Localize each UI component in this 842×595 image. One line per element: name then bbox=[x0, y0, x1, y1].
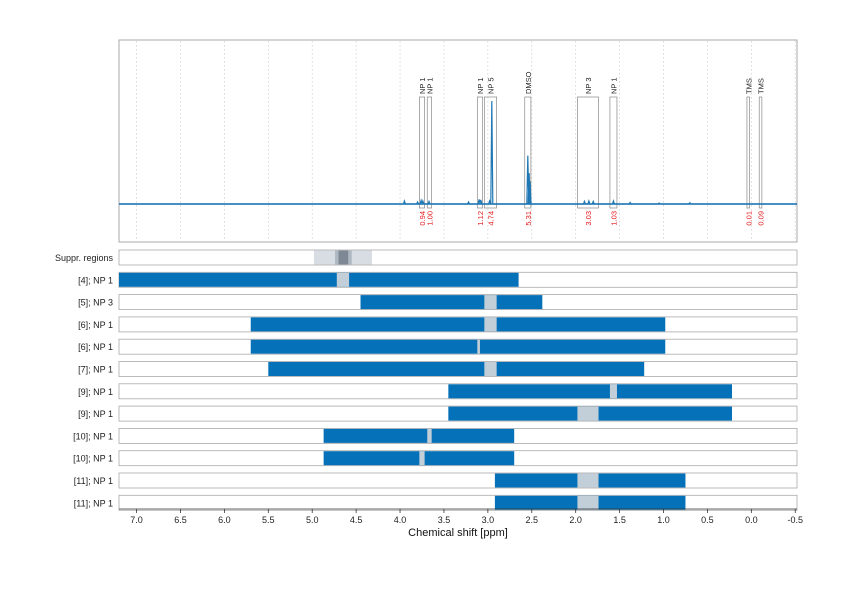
signal-box bbox=[609, 96, 618, 209]
x-tick-label: 6.0 bbox=[218, 515, 231, 525]
grid-lines bbox=[136, 41, 796, 241]
spectrum-line bbox=[119, 100, 797, 205]
signal-box bbox=[746, 96, 750, 209]
range-gap bbox=[427, 428, 432, 443]
signal-integral: 1.03 bbox=[609, 211, 618, 226]
signal-label: TMS bbox=[757, 78, 766, 94]
signal-label: TMS bbox=[744, 78, 753, 94]
row-frame bbox=[118, 494, 798, 511]
x-axis: 7.0 6.5 6.0 5.5 5.0 4.5 4.0 3.5 3.0 2.5 2.0 1.5 1.0 0… bbox=[119, 508, 803, 525]
range-gap bbox=[577, 473, 599, 488]
row-label: [10]; NP 1 bbox=[73, 454, 113, 464]
x-tick-label: 1.0 bbox=[657, 515, 670, 525]
x-tick-label: 2.0 bbox=[569, 515, 582, 525]
signal-label: NP 1 bbox=[609, 77, 618, 94]
signal-integral: 0.01 bbox=[744, 211, 753, 226]
row-label: [10]; NP 1 bbox=[73, 431, 113, 441]
range-bar bbox=[360, 295, 543, 310]
row-label: [6]; NP 1 bbox=[78, 342, 113, 352]
signal-label: NP 1 bbox=[418, 77, 427, 94]
row-frame bbox=[118, 472, 798, 489]
x-tick-label: 5.0 bbox=[306, 515, 319, 525]
signal-box bbox=[483, 96, 497, 209]
x-tick-label: 5.5 bbox=[262, 515, 275, 525]
range-gap bbox=[577, 495, 599, 510]
spectrum-trace bbox=[119, 100, 797, 205]
signal-integral: 1.00 bbox=[425, 211, 434, 226]
signal-integral: 5.31 bbox=[524, 211, 533, 226]
row-label: [11]; NP 1 bbox=[74, 476, 113, 486]
signal-integral: 0.94 bbox=[418, 211, 427, 226]
x-tick-label: 7.0 bbox=[130, 515, 143, 525]
signal-annotations: NP 1 0.94 NP 1 1.00 NP 1 1.12 NP 5 4.74 DMSO 5.31… bbox=[418, 71, 766, 225]
range-bar bbox=[250, 317, 666, 332]
x-tick-label: 4.5 bbox=[350, 515, 363, 525]
signal-box bbox=[524, 96, 532, 209]
signal-integral: 1.12 bbox=[476, 211, 485, 226]
row-label: Suppr. regions bbox=[55, 253, 114, 263]
suppressed-dark bbox=[338, 250, 349, 265]
range-bar bbox=[250, 339, 666, 354]
signal-box bbox=[419, 96, 425, 209]
x-tick-label: 3.0 bbox=[482, 515, 495, 525]
x-tick-label: 2.5 bbox=[526, 515, 539, 525]
range-gap bbox=[336, 272, 350, 287]
range-gap bbox=[609, 384, 617, 399]
signal-integral: 3.03 bbox=[584, 211, 593, 226]
row-label: [9]; NP 1 bbox=[78, 409, 113, 419]
x-tick-label: 6.5 bbox=[174, 515, 187, 525]
range-bar bbox=[268, 362, 645, 376]
signal-integral: 0.09 bbox=[757, 211, 766, 226]
row-label: [7]; NP 1 bbox=[78, 365, 113, 375]
range-bar bbox=[323, 428, 515, 443]
signal-box bbox=[577, 96, 599, 209]
x-axis-label: Chemical shift [ppm] bbox=[408, 527, 508, 539]
signal-box bbox=[758, 96, 763, 209]
range-gap bbox=[484, 362, 497, 376]
range-bar bbox=[323, 451, 515, 466]
row-frame bbox=[118, 249, 798, 266]
range-bar bbox=[119, 272, 519, 287]
row-label: [11]; NP 1 bbox=[74, 498, 113, 508]
spectrum-panel-frame bbox=[118, 39, 798, 243]
range-gap bbox=[477, 339, 480, 354]
signal-box bbox=[426, 96, 433, 209]
range-gap bbox=[484, 295, 497, 310]
signal-box bbox=[476, 96, 483, 209]
signal-integral: 4.74 bbox=[486, 211, 495, 226]
row-label: [9]; NP 1 bbox=[78, 387, 113, 397]
x-tick-label: 4.0 bbox=[394, 515, 407, 525]
range-gap bbox=[484, 317, 497, 332]
x-tick-label: 1.5 bbox=[613, 515, 626, 525]
range-gap bbox=[577, 406, 599, 421]
row-label: [4]; NP 1 bbox=[78, 275, 113, 285]
x-tick-label: -0.5 bbox=[787, 515, 803, 525]
signal-label: NP 1 bbox=[476, 77, 485, 94]
row-label: [5]; NP 3 bbox=[78, 298, 113, 308]
x-tick-label: 0.0 bbox=[745, 515, 758, 525]
signal-label: NP 3 bbox=[584, 77, 593, 94]
x-tick-label: 0.5 bbox=[701, 515, 714, 525]
row-label: [6]; NP 1 bbox=[78, 320, 113, 330]
signal-label: DMSO bbox=[524, 71, 533, 94]
x-tick-label: 3.5 bbox=[438, 515, 451, 525]
signal-label: NP 1 bbox=[425, 77, 434, 94]
range-gap bbox=[419, 451, 425, 466]
signal-label: NP 5 bbox=[486, 77, 495, 94]
range-bar bbox=[448, 384, 733, 399]
range-rows: Suppr. regions [4]; NP 1 [5]; NP 3 [6]; NP … bbox=[55, 249, 798, 511]
